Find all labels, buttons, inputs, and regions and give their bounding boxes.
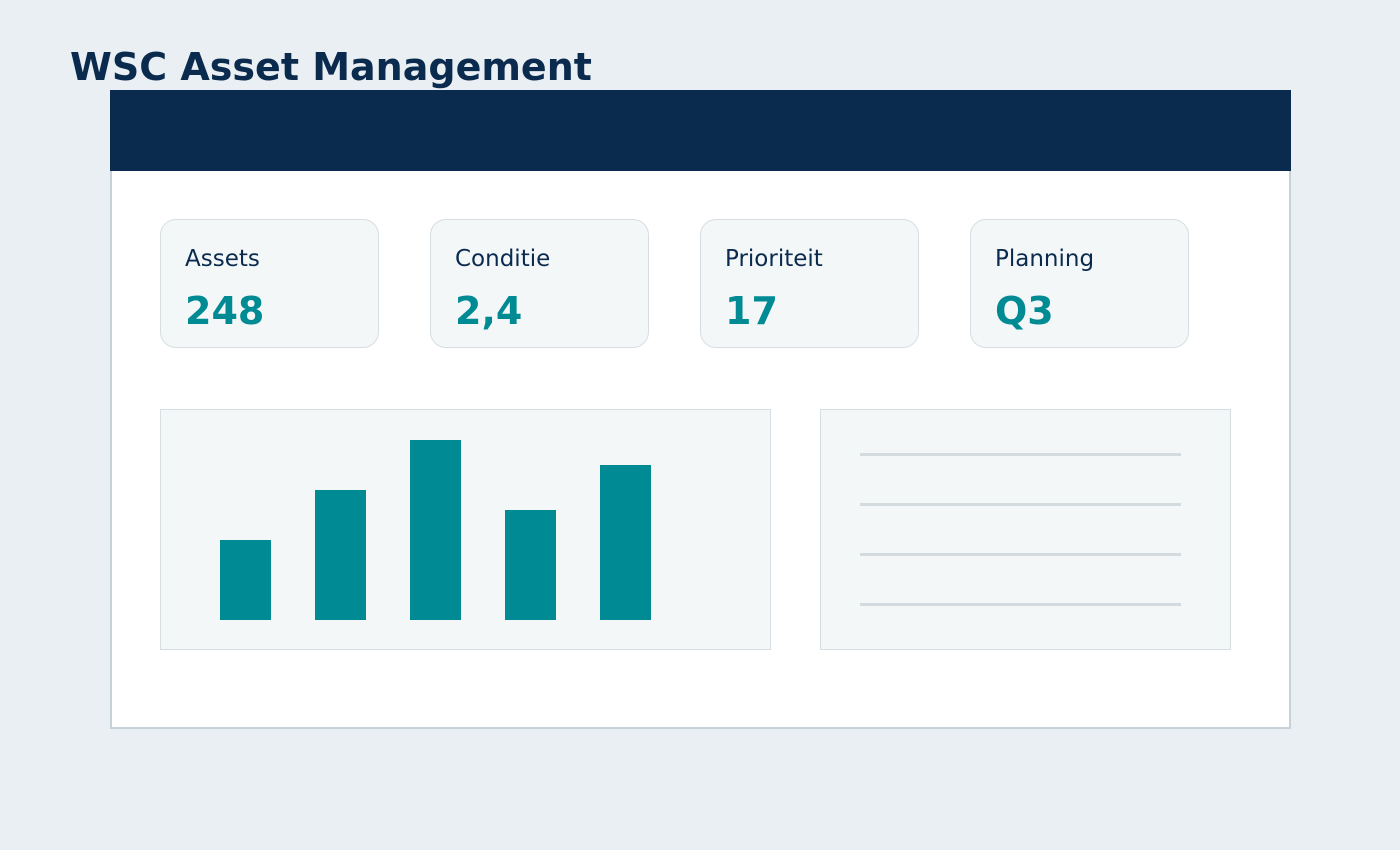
chart-panel xyxy=(160,409,771,650)
kpi-card-prioriteit[interactable]: Prioriteit 17 xyxy=(700,219,919,348)
kpi-card-conditie[interactable]: Conditie 2,4 xyxy=(430,219,649,348)
kpi-label: Assets xyxy=(185,246,260,272)
kpi-label: Conditie xyxy=(455,246,551,272)
list-placeholder-line xyxy=(860,503,1181,506)
list-placeholder-line xyxy=(860,453,1181,456)
app-header-bar xyxy=(110,90,1291,171)
chart-bar-4 xyxy=(505,510,556,620)
list-placeholder-line xyxy=(860,553,1181,556)
chart-bar-2 xyxy=(315,490,366,620)
dashboard-window: Assets 248 Conditie 2,4 Prioriteit 17 Pl… xyxy=(110,90,1291,729)
bar-chart xyxy=(220,440,651,620)
kpi-value: 17 xyxy=(725,289,778,333)
chart-bar-5 xyxy=(600,465,651,620)
kpi-card-planning[interactable]: Planning Q3 xyxy=(970,219,1189,348)
kpi-label: Planning xyxy=(995,246,1095,272)
page-title: WSC Asset Management xyxy=(70,45,592,89)
kpi-label: Prioriteit xyxy=(725,246,823,272)
chart-bar-3 xyxy=(410,440,461,620)
kpi-value: Q3 xyxy=(995,289,1054,333)
list-panel xyxy=(820,409,1231,650)
kpi-value: 248 xyxy=(185,289,265,333)
kpi-card-assets[interactable]: Assets 248 xyxy=(160,219,379,348)
kpi-value: 2,4 xyxy=(455,289,523,333)
list-placeholder-line xyxy=(860,603,1181,606)
chart-bar-1 xyxy=(220,540,271,620)
